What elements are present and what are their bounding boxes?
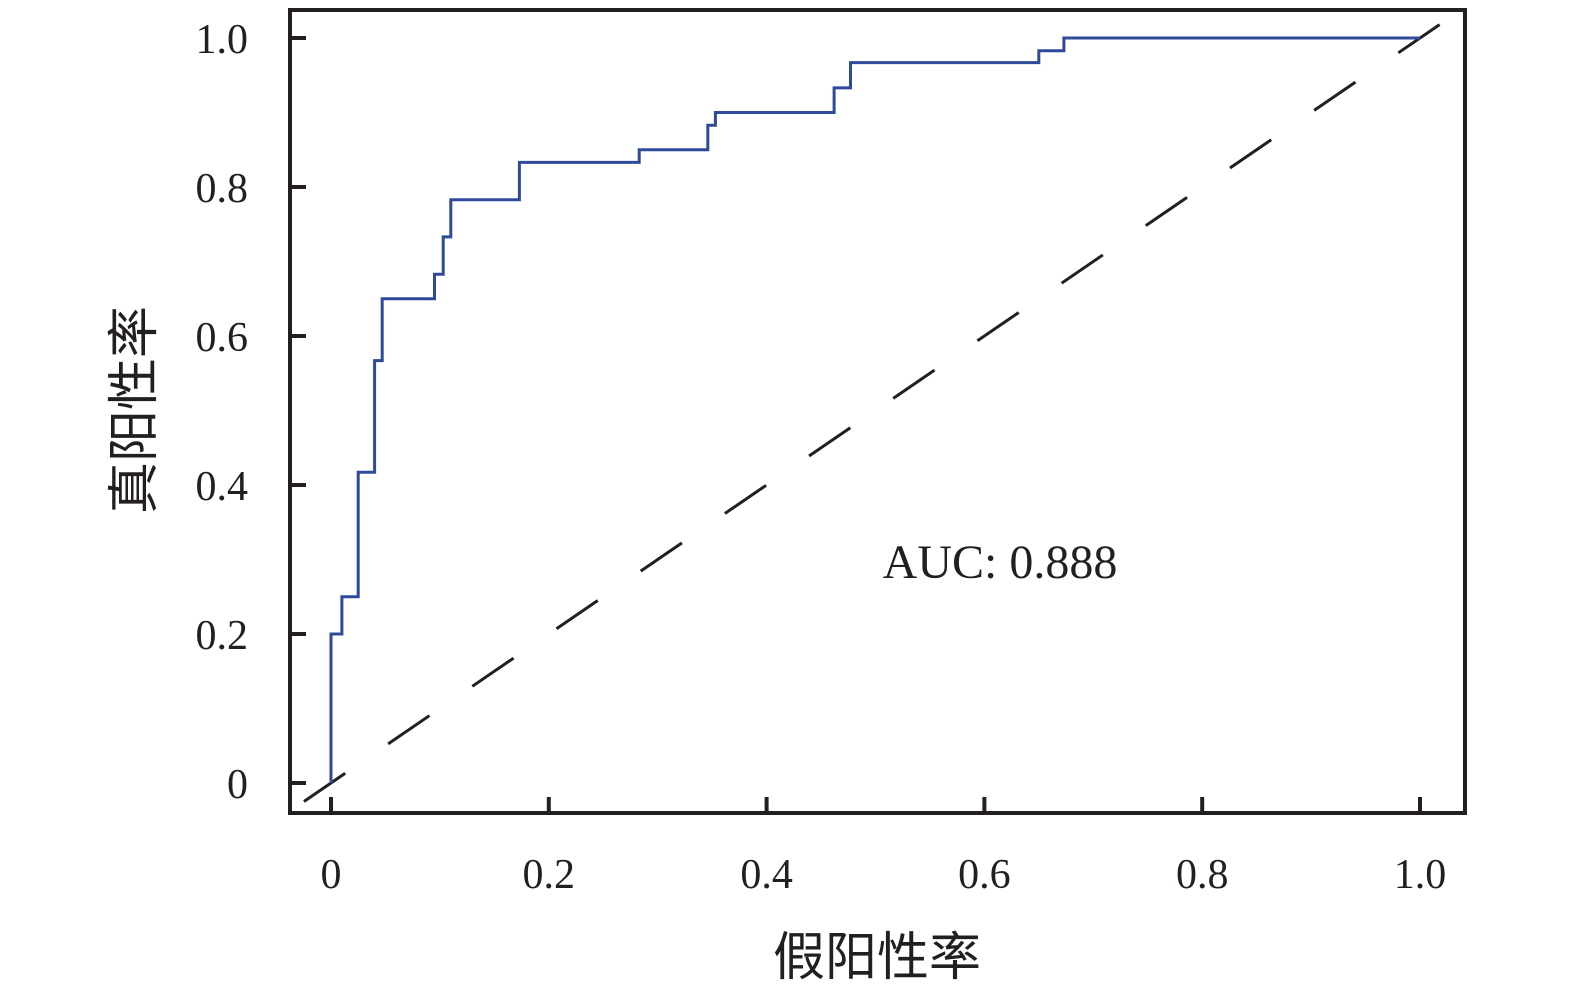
x-tick-label: 1.0 xyxy=(1394,852,1447,898)
y-tick-label: 0 xyxy=(227,762,248,808)
auc-annotation: AUC: 0.888 xyxy=(883,536,1118,589)
roc-curve-layer xyxy=(329,36,1420,783)
y-tick-label: 1.0 xyxy=(196,17,249,63)
y-tick-label: 0.2 xyxy=(196,613,249,659)
x-tick-label: 0.8 xyxy=(1176,852,1229,898)
y-tick-label: 0.4 xyxy=(196,464,249,510)
y-tick-label: 0.6 xyxy=(196,315,249,361)
x-tick-label: 0 xyxy=(321,852,342,898)
diagonal-reference-layer xyxy=(290,10,1464,813)
y-axis-ticks: 0 0.2 0.4 0.6 0.8 1.0 xyxy=(196,17,306,808)
diagonal-reference-line xyxy=(290,10,1464,813)
x-axis-title: 假阳性率 xyxy=(773,928,981,988)
y-axis-title: 真阳性率 xyxy=(105,306,165,514)
x-tick-label: 0.2 xyxy=(523,852,576,898)
roc-curve xyxy=(329,36,1420,783)
x-tick-label: 0.6 xyxy=(958,852,1011,898)
plot-frame xyxy=(288,8,1467,815)
x-tick-label: 0.4 xyxy=(740,852,793,898)
y-tick-label: 0.8 xyxy=(196,166,249,212)
x-axis-ticks: 0 0.2 0.4 0.6 0.8 1.0 xyxy=(321,797,1447,898)
